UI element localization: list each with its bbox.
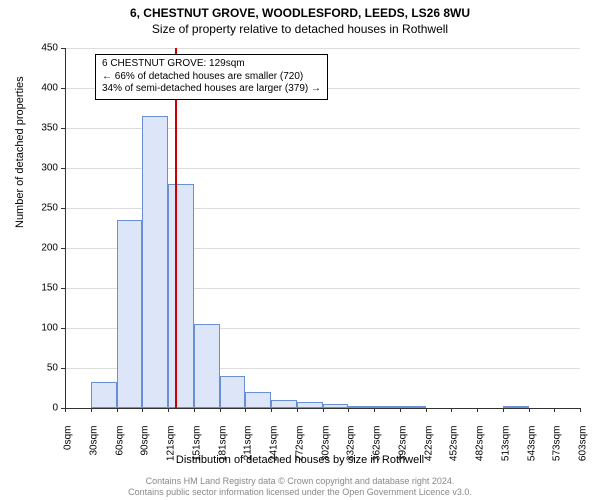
x-tick-label: 452sqm (449, 426, 460, 476)
x-tick-mark (426, 408, 427, 412)
y-tick-label: 100 (18, 323, 58, 334)
x-tick-label: 302sqm (320, 426, 331, 476)
x-tick-mark (297, 408, 298, 412)
histogram-bar (220, 376, 246, 408)
plot-area: 0501001502002503003504004500sqm30sqm60sq… (65, 48, 580, 408)
x-tick-label: 513sqm (500, 426, 511, 476)
x-tick-label: 211sqm (243, 426, 254, 476)
x-tick-label: 272sqm (294, 426, 305, 476)
x-tick-mark (168, 408, 169, 412)
histogram-bar (194, 324, 220, 408)
x-tick-label: 121sqm (166, 426, 177, 476)
x-tick-mark (323, 408, 324, 412)
y-tick-label: 200 (18, 243, 58, 254)
x-tick-label: 482sqm (475, 426, 486, 476)
annotation-line-3: 34% of semi-detached houses are larger (… (102, 83, 321, 96)
y-tick-label: 400 (18, 83, 58, 94)
x-tick-mark (245, 408, 246, 412)
histogram-bar (168, 184, 194, 408)
x-tick-mark (142, 408, 143, 412)
x-tick-mark (374, 408, 375, 412)
x-tick-label: 151sqm (191, 426, 202, 476)
x-tick-mark (477, 408, 478, 412)
footer-attribution: Contains HM Land Registry data © Crown c… (0, 476, 600, 498)
y-tick-label: 0 (18, 403, 58, 414)
x-tick-label: 603sqm (578, 426, 589, 476)
x-tick-mark (117, 408, 118, 412)
x-tick-label: 422sqm (423, 426, 434, 476)
footer-line-1: Contains HM Land Registry data © Crown c… (146, 476, 455, 486)
page-subtitle: Size of property relative to detached ho… (0, 22, 600, 38)
y-tick-label: 450 (18, 43, 58, 54)
x-tick-label: 362sqm (372, 426, 383, 476)
x-tick-mark (194, 408, 195, 412)
histogram-bar (91, 382, 117, 408)
x-tick-mark (271, 408, 272, 412)
x-tick-label: 543sqm (526, 426, 537, 476)
x-tick-label: 392sqm (397, 426, 408, 476)
x-tick-label: 241sqm (269, 426, 280, 476)
footer-line-2: Contains public sector information licen… (128, 487, 472, 497)
histogram-bar (271, 400, 297, 408)
x-tick-mark (348, 408, 349, 412)
histogram-bar (245, 392, 271, 408)
x-tick-mark (220, 408, 221, 412)
x-tick-label: 60sqm (114, 426, 125, 476)
page-title: 6, CHESTNUT GROVE, WOODLESFORD, LEEDS, L… (0, 0, 600, 22)
x-tick-mark (400, 408, 401, 412)
annotation-line-1: 6 CHESTNUT GROVE: 129sqm (102, 58, 321, 71)
x-tick-label: 181sqm (217, 426, 228, 476)
x-tick-mark (554, 408, 555, 412)
x-tick-mark (451, 408, 452, 412)
x-tick-mark (529, 408, 530, 412)
y-tick-label: 150 (18, 283, 58, 294)
y-tick-label: 350 (18, 123, 58, 134)
x-tick-label: 90sqm (140, 426, 151, 476)
grid-line (65, 48, 580, 49)
x-tick-mark (91, 408, 92, 412)
x-tick-mark (65, 408, 66, 412)
x-tick-label: 0sqm (63, 426, 74, 476)
y-tick-label: 50 (18, 363, 58, 374)
x-axis-title: Distribution of detached houses by size … (0, 454, 600, 466)
y-tick-label: 300 (18, 163, 58, 174)
reference-line (175, 48, 177, 408)
annotation-box: 6 CHESTNUT GROVE: 129sqm← 66% of detache… (95, 54, 328, 100)
x-tick-label: 332sqm (346, 426, 357, 476)
x-tick-mark (503, 408, 504, 412)
histogram-bar (142, 116, 168, 408)
y-tick-label: 250 (18, 203, 58, 214)
annotation-line-2: ← 66% of detached houses are smaller (72… (102, 71, 321, 84)
histogram-bar (117, 220, 143, 408)
x-tick-label: 30sqm (88, 426, 99, 476)
y-axis-line (65, 48, 66, 408)
x-tick-label: 573sqm (552, 426, 563, 476)
x-tick-mark (580, 408, 581, 412)
histogram-chart: 0501001502002503003504004500sqm30sqm60sq… (65, 48, 580, 408)
